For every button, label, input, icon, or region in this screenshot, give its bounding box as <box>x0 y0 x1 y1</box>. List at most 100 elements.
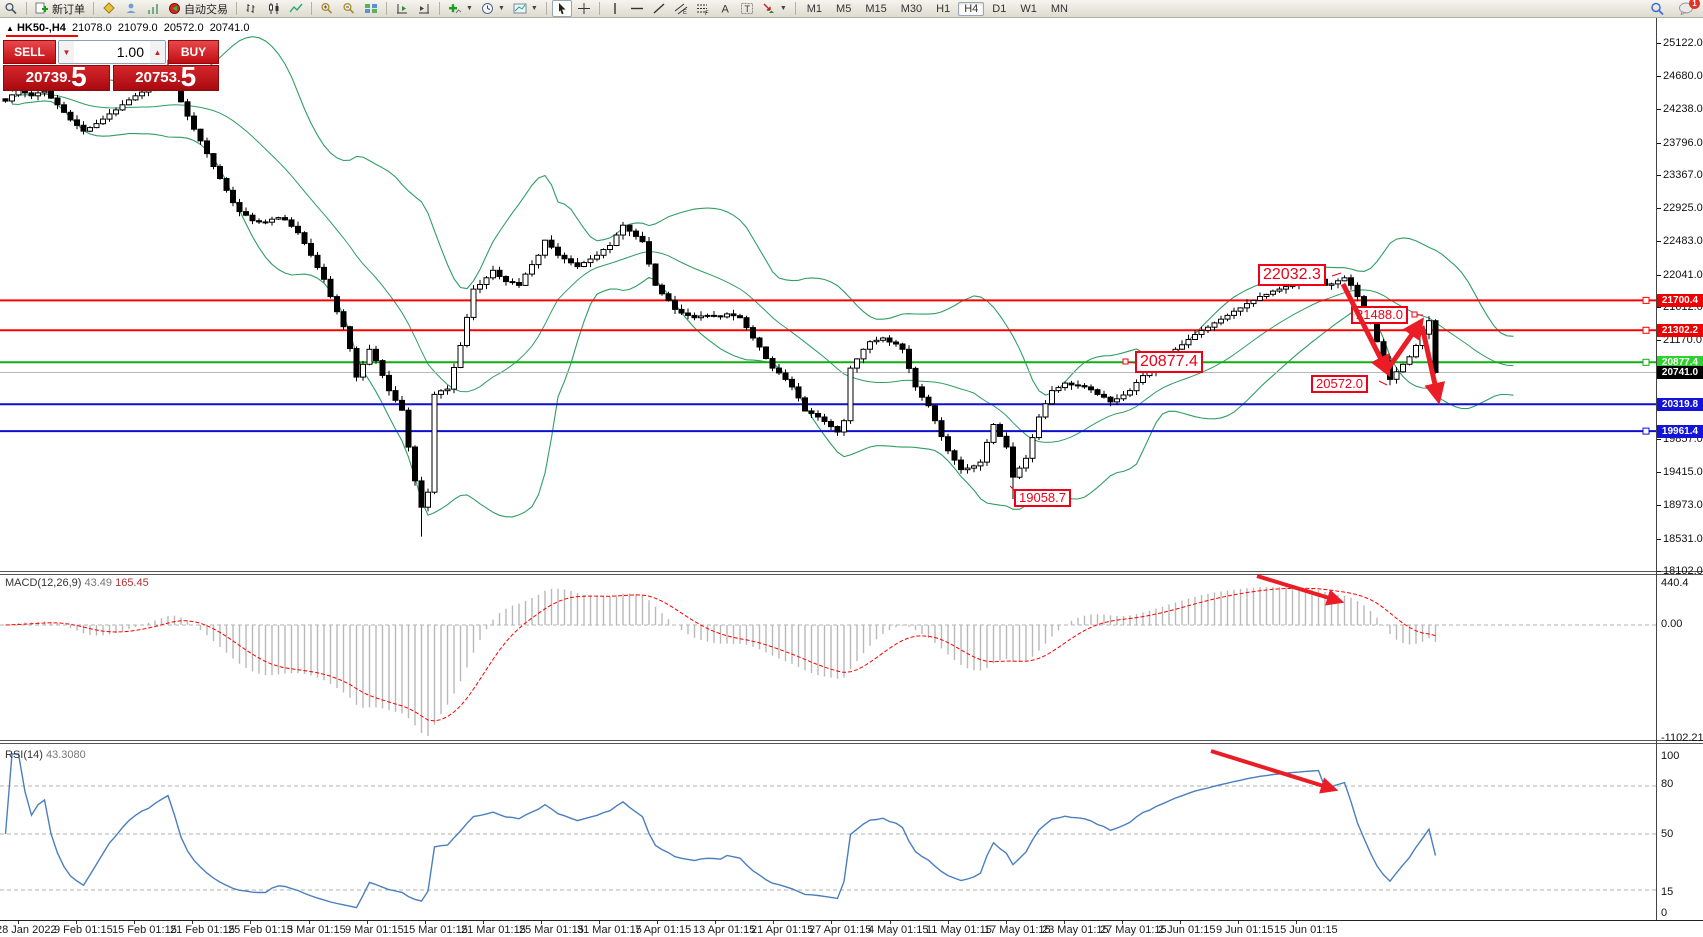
templates-button[interactable]: ▼ <box>509 1 542 16</box>
rsi-axis-label: 50 <box>1661 828 1674 840</box>
candlestick-mode-icon[interactable] <box>264 0 284 17</box>
timeframe-button-h1[interactable]: H1 <box>936 2 951 15</box>
price-annotation-label[interactable]: 21488.0 <box>1351 306 1408 324</box>
time-label: 7 Apr 01:15 <box>635 924 692 936</box>
pane-separator[interactable] <box>0 571 1703 572</box>
tile-windows-icon[interactable] <box>361 0 381 17</box>
time-label: 15 Mar 01:15 <box>403 924 468 936</box>
sell-price-display[interactable]: 20739. 5 <box>3 65 110 91</box>
timeframe-group: M1 M5 M15 M30 H1 H4 D1 W1 MN <box>800 1 1075 16</box>
signal-icon[interactable] <box>143 0 163 17</box>
arrows-tool-icon <box>763 3 774 13</box>
trendline-tool-icon[interactable] <box>649 0 669 17</box>
horizontal-line-tool-icon[interactable] <box>627 0 647 17</box>
timeframe-button-d1[interactable]: D1 <box>992 2 1007 15</box>
timeframe-button-m1[interactable]: M1 <box>806 2 823 15</box>
zoom-in-icon[interactable] <box>317 0 337 17</box>
main-chart-pane[interactable] <box>0 17 1656 571</box>
volume-decrease-button[interactable]: ▼ <box>59 41 74 63</box>
time-tick <box>1006 921 1007 924</box>
profile-icon[interactable] <box>121 0 141 17</box>
volume-increase-button[interactable]: ▲ <box>150 41 165 63</box>
arrows-tool-button[interactable]: ▼ <box>758 1 791 16</box>
timeframe-button-h4[interactable]: H4 <box>958 1 985 16</box>
time-label: 21 Apr 01:15 <box>751 924 814 936</box>
time-axis-separator <box>0 920 1703 921</box>
macd-indicator-label: MACD(12,26,9) 43.49 165.45 <box>5 577 149 589</box>
timeframe-button-w1[interactable]: W1 <box>1020 2 1037 15</box>
channel-tool-icon[interactable]: E <box>671 0 691 17</box>
price-annotation-label[interactable]: 22032.3 <box>1258 264 1326 286</box>
price-annotation-label[interactable]: 19058.7 <box>1014 489 1071 507</box>
buy-price-display[interactable]: 20753. 5 <box>112 65 219 91</box>
auto-trading-button[interactable]: 自动交易 <box>164 1 232 16</box>
time-label: 15 Jun 01:15 <box>1274 924 1338 936</box>
magnifier-icon[interactable] <box>1 0 21 17</box>
notifications-icon[interactable]: 1 <box>1676 0 1700 17</box>
time-label: 25 Mar 01:15 <box>519 924 584 936</box>
time-tick <box>192 921 193 924</box>
rsi-axis-label: 80 <box>1661 778 1674 790</box>
auto-scroll-icon[interactable] <box>392 0 412 17</box>
timeframe-button-m30[interactable]: M30 <box>900 2 923 15</box>
styler-icon[interactable] <box>99 0 119 17</box>
macd-axis-label: -1102.21 <box>1661 732 1703 744</box>
symbol-ohlc-line: ▲ HK50-,H4 21078.0 21079.0 20572.0 20741… <box>6 22 249 34</box>
text-tool-icon[interactable]: A <box>715 0 735 17</box>
indicators-button[interactable]: ▼ <box>444 1 477 16</box>
label-tool-icon[interactable]: T <box>737 0 757 17</box>
pane-separator[interactable] <box>0 740 1703 741</box>
separator <box>26 2 27 15</box>
symbol-underline <box>6 35 78 37</box>
macd-pane[interactable] <box>0 574 1656 740</box>
rsi-axis-label: 0 <box>1661 907 1668 919</box>
time-tick <box>1064 921 1065 924</box>
time-tick <box>483 921 484 924</box>
vertical-line-tool-icon[interactable] <box>605 0 625 17</box>
price-annotation-label[interactable]: 20572.0 <box>1311 375 1368 393</box>
time-label: 21 Mar 01:15 <box>461 924 526 936</box>
svg-text:T: T <box>744 4 750 14</box>
bar-chart-mode-icon[interactable] <box>242 0 262 17</box>
time-tick <box>309 921 310 924</box>
price-tag: 21700.4 <box>1657 294 1703 307</box>
price-tick: 18531.0 <box>1657 533 1703 545</box>
price-annotation-label[interactable]: 20877.4 <box>1135 351 1203 373</box>
chart-shift-icon[interactable] <box>414 0 434 17</box>
ohlc-low: 20572.0 <box>163 22 204 34</box>
rsi-value: 43.3080 <box>45 749 86 761</box>
macd-axis-label: 440.4 <box>1661 577 1689 589</box>
timeframe-button-m15[interactable]: M15 <box>865 2 887 15</box>
zoom-out-icon[interactable] <box>339 0 359 17</box>
buy-button[interactable]: BUY <box>168 40 219 64</box>
chevron-down-icon: ▼ <box>530 5 538 12</box>
sell-button[interactable]: SELL <box>3 40 56 64</box>
rsi-pane[interactable] <box>0 743 1656 920</box>
separator <box>311 2 312 15</box>
periods-button[interactable]: ▼ <box>477 1 509 16</box>
timeframe-button-m5[interactable]: M5 <box>836 2 852 15</box>
timeframe-button-mn[interactable]: MN <box>1050 2 1068 15</box>
search-icon[interactable] <box>1647 0 1667 17</box>
clock-icon <box>481 3 493 14</box>
pane-separator <box>0 574 1703 575</box>
cursor-tool-icon[interactable] <box>551 0 572 17</box>
rsi-axis-label: 15 <box>1661 886 1674 898</box>
time-label: 11 May 01:15 <box>926 924 992 936</box>
line-chart-mode-icon[interactable] <box>286 0 306 17</box>
auto-trading-icon <box>169 3 180 14</box>
fibonacci-tool-icon[interactable]: F <box>693 0 713 17</box>
collapse-arrow-icon[interactable]: ▲ <box>6 24 14 33</box>
crosshair-tool-icon[interactable] <box>574 0 594 17</box>
volume-input[interactable]: 1.00 <box>116 44 144 60</box>
templates-icon <box>513 3 527 14</box>
new-order-button[interactable]: 新订单 <box>31 1 89 16</box>
time-label: 9 Feb 01:15 <box>54 924 113 936</box>
time-label: 17 May 01:15 <box>984 924 1051 936</box>
time-label: 27 Apr 01:15 <box>809 924 872 936</box>
time-tick <box>425 921 426 924</box>
price-axis-border <box>1656 17 1657 920</box>
separator <box>236 2 237 15</box>
time-tick <box>773 921 774 924</box>
